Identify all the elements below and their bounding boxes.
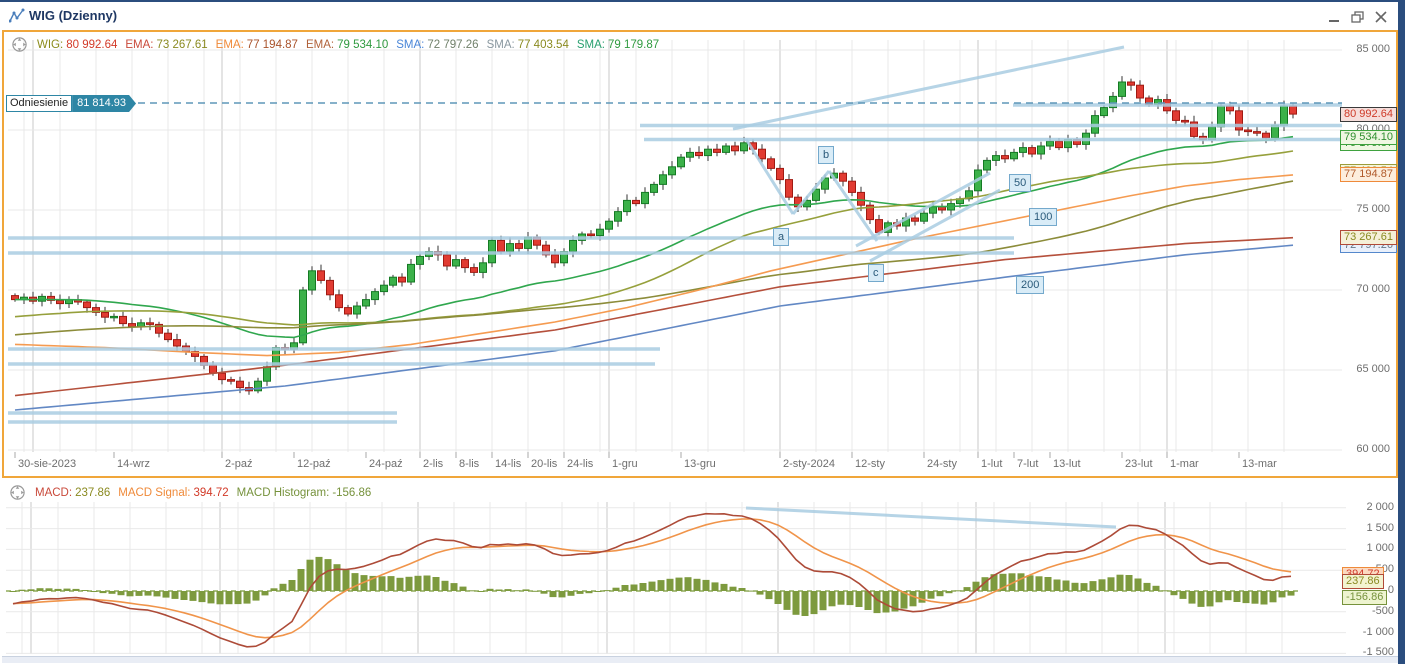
horizontal-scrollbar[interactable] [2,656,1398,663]
y-axis-label: 1 500 [1366,521,1394,534]
price-chart-canvas[interactable] [4,32,1396,476]
price-label: 73 267.61 [1340,230,1397,246]
x-axis-label: 1-mar [1170,458,1199,470]
x-axis-label: 13-gru [684,458,716,470]
y-axis-label: 70 000 [1356,283,1390,295]
price-label: 79 534.10 [1340,130,1397,145]
main-chart-legend: WIG: 80 992.64 EMA: 73 267.61 EMA: 77 194.8… [12,37,659,52]
macd-legend: MACD: 237.86 MACD Signal: 394.72 MACD Hist… [10,485,371,500]
legend-value: 73 267.61 [156,38,208,51]
macd-chart-canvas[interactable] [2,480,1398,656]
pan-icon[interactable] [10,485,25,500]
legend-label: SMA: [576,38,605,51]
x-axis-label: 12-sty [855,458,885,470]
x-axis-label: 7-lut [1017,458,1039,470]
main-chart-panel: 85 000 80 000 75 000 70 000 65 000 60 000 30-s… [2,30,1398,478]
y-axis-label: 65 000 [1356,363,1390,375]
legend-label: MACD Signal: [118,486,191,499]
legend-label: EMA: [305,38,335,51]
y-axis-label: -500 [1371,604,1394,617]
drawing-tag-b[interactable]: b [818,146,835,164]
x-axis-label: 24-lis [567,458,594,470]
x-axis-label: 14-wrz [117,458,151,470]
drawing-tag-a[interactable]: a [773,228,790,246]
x-axis-label: 13-mar [1242,458,1277,470]
minimize-button[interactable] [1328,10,1342,22]
legend-value: 394.72 [193,486,229,499]
window-frame-right [1398,0,1405,664]
legend-value: 237.86 [75,486,111,499]
close-button[interactable] [1374,10,1388,23]
macd-value-label: -156.86 [1342,590,1388,605]
x-axis-label: 14-lis [495,458,522,470]
legend-value: -156.86 [332,486,372,499]
x-axis-label: 8-lis [459,458,480,470]
drawing-tag-50[interactable]: 50 [1009,174,1032,192]
x-axis-label: 13-lut [1053,458,1081,470]
x-axis-label: 23-lut [1125,458,1153,470]
x-axis-label: 1-lut [981,458,1003,470]
macd-value-label: 237.86 [1342,573,1384,589]
pan-icon[interactable] [12,37,27,52]
y-axis-label: 60 000 [1356,443,1390,455]
y-axis-label: 0 [1387,584,1394,596]
drawing-tag-200[interactable]: 200 [1016,276,1045,294]
x-axis-label: 2-sty-2024 [783,458,835,470]
legend-value: 80 992.64 [66,38,118,51]
y-axis-label: -1 500 [1362,646,1394,659]
legend-label: EMA: [125,38,154,51]
drawing-tag-c[interactable]: c [868,264,884,282]
line-chart-icon [8,8,25,29]
x-axis-label: 30-sie-2023 [18,458,77,470]
legend-label: SMA: [486,38,515,51]
legend-value: 77 403.54 [517,38,569,51]
legend-value: 72 797.26 [427,38,479,51]
x-axis-label: 20-lis [531,458,558,470]
window-title: WIG (Dzienny) [29,8,118,23]
legend-label: EMA: [215,38,244,51]
x-axis-label: 1-gru [612,458,638,470]
legend-value: 79 534.10 [337,38,389,51]
y-axis-label: 1 000 [1366,542,1394,555]
x-axis-label: 2-lis [423,458,444,470]
legend-label: MACD: [35,486,73,499]
y-axis-label: -1 000 [1362,625,1394,638]
legend-label: SMA: [396,38,425,51]
y-axis-label: 2 000 [1366,500,1394,513]
legend-value: 77 194.87 [246,38,298,51]
reference-value: 81 814.93 [72,95,136,112]
x-axis-label: 24-paź [369,458,403,470]
price-label: 80 992.64 [1340,106,1397,122]
x-axis-label: 12-paź [297,458,331,470]
reference-line-label[interactable]: Odniesienie 81 814.93 [6,95,136,112]
legend-value: 79 179.87 [607,38,660,51]
x-axis-label: 2-paź [225,458,253,470]
reference-name: Odniesienie [6,95,73,112]
window-frame-top [0,0,1405,2]
legend-label: WIG: [37,38,64,51]
legend-label: MACD Histogram: [236,486,330,499]
y-axis-label: 75 000 [1356,203,1390,215]
price-label: 77 194.87 [1340,167,1397,183]
restore-button[interactable] [1351,10,1365,23]
title-bar: WIG (Dzienny) [2,2,1398,29]
drawing-tag-100[interactable]: 100 [1029,208,1058,226]
y-axis-label: 85 000 [1356,43,1390,55]
x-axis-label: 24-sty [927,458,957,470]
